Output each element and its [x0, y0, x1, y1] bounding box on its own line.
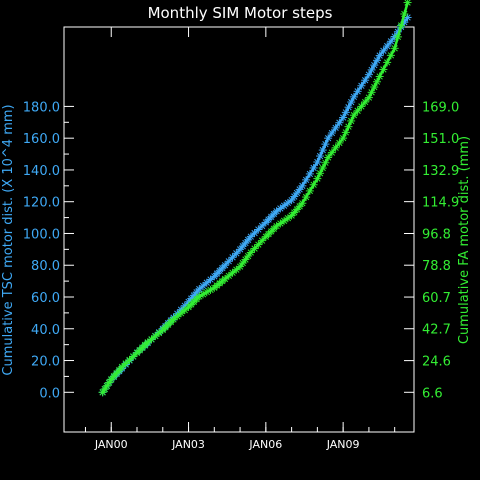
- data-point-left: [361, 76, 370, 85]
- y-left-tick-label: 180.0: [23, 100, 60, 115]
- data-point-right: [344, 122, 353, 131]
- data-point-left: [321, 140, 330, 149]
- data-point-left: [375, 51, 384, 60]
- data-point-right: [305, 186, 314, 195]
- right-y-axis: 6.6 24.6 42.7 60.7 78.8 96.8 114.9 132.9 151.0 16…: [404, 100, 459, 401]
- data-point-left: [386, 37, 395, 46]
- y-left-tick-label: 20.0: [31, 355, 60, 370]
- data-point-right: [280, 216, 289, 225]
- data-point-left: [316, 152, 325, 161]
- y-left-tick-label: 80.0: [31, 259, 60, 274]
- data-point-right: [372, 77, 381, 86]
- data-point-right: [341, 128, 350, 137]
- y-right-tick-label: 6.6: [422, 386, 443, 401]
- x-axis: JAN00 JAN03 JAN06 JAN09: [84, 27, 396, 451]
- data-point-right: [347, 116, 356, 125]
- right-y-axis-label: Cumulative FA motor dist. (mm): [457, 136, 472, 344]
- data-point-right: [400, 9, 409, 18]
- series-line-left: [101, 16, 409, 393]
- data-point-right: [321, 158, 330, 167]
- y-left-tick-label: 160.0: [23, 132, 60, 147]
- data-point-left: [367, 65, 376, 74]
- data-point-right: [298, 199, 307, 208]
- data-point-right: [339, 134, 348, 143]
- data-point-right: [393, 32, 402, 41]
- y-right-tick-label: 24.6: [422, 355, 451, 370]
- y-right-tick-label: 151.0: [422, 132, 459, 147]
- data-point-right: [335, 138, 344, 147]
- data-point-right: [143, 338, 152, 347]
- data-point-right: [367, 88, 376, 97]
- data-point-right: [403, 0, 412, 7]
- data-point-left: [302, 175, 311, 184]
- data-point-left: [272, 207, 281, 216]
- left-y-axis: 0.0 20.0 40.0 60.0 80.0 100.0 120.0 140.0 160.0 1…: [23, 100, 74, 401]
- data-point-right: [331, 143, 340, 152]
- chart-title: Monthly SIM Motor steps: [148, 4, 333, 22]
- y-left-tick-label: 60.0: [31, 291, 60, 306]
- data-point-left: [344, 103, 353, 112]
- data-point-right: [309, 180, 318, 189]
- y-right-tick-label: 42.7: [422, 323, 451, 338]
- data-point-left: [357, 81, 366, 90]
- y-right-tick-label: 114.9: [422, 196, 459, 211]
- data-point-left: [318, 146, 327, 155]
- data-point-left: [313, 158, 322, 166]
- series-layer: [98, 0, 412, 397]
- data-point-left: [339, 113, 348, 122]
- data-point-right: [397, 21, 406, 30]
- data-point-right: [386, 51, 395, 60]
- x-tick-label: JAN03: [171, 438, 205, 451]
- series-line-right: [101, 2, 409, 393]
- data-point-right: [302, 193, 311, 202]
- data-point-left: [324, 134, 333, 143]
- x-tick-label: JAN06: [248, 438, 282, 451]
- data-point-right: [155, 329, 164, 338]
- y-left-tick-label: 120.0: [23, 196, 60, 211]
- data-point-left: [305, 169, 314, 178]
- data-point-left: [309, 163, 318, 172]
- data-point-left: [199, 281, 208, 290]
- data-point-left: [335, 118, 344, 127]
- plot-frame: [63, 26, 415, 433]
- x-tick-label: JAN09: [326, 438, 360, 451]
- data-point-right: [272, 222, 281, 231]
- x-tick-label: JAN00: [94, 438, 128, 451]
- data-point-left: [349, 92, 358, 101]
- data-point-right: [105, 378, 114, 387]
- y-left-tick-label: 140.0: [23, 164, 60, 179]
- data-point-right: [324, 153, 333, 162]
- y-right-tick-label: 60.7: [422, 291, 451, 306]
- data-point-left: [383, 42, 392, 51]
- data-point-right: [327, 148, 336, 157]
- left-y-axis-label: Cumulative TSC motor dist. (X 10^4 mm): [1, 104, 16, 375]
- y-right-tick-label: 96.8: [422, 228, 451, 243]
- data-point-left: [379, 46, 388, 55]
- data-point-right: [390, 44, 399, 53]
- data-point-left: [298, 181, 307, 190]
- y-right-tick-label: 78.8: [422, 259, 451, 274]
- data-point-left: [353, 87, 362, 96]
- data-point-right: [383, 58, 392, 67]
- data-point-right: [283, 214, 292, 223]
- data-point-left: [327, 129, 336, 138]
- data-point-right: [375, 72, 384, 81]
- y-left-tick-label: 100.0: [23, 227, 60, 242]
- data-point-right: [379, 65, 388, 74]
- y-left-tick-label: 0.0: [39, 386, 60, 401]
- data-point-left: [292, 188, 301, 197]
- y-right-tick-label: 169.0: [422, 100, 459, 115]
- y-right-tick-label: 132.9: [422, 164, 459, 179]
- y-left-tick-label: 40.0: [31, 323, 60, 338]
- data-point-left: [331, 123, 340, 132]
- data-point-left: [246, 232, 255, 241]
